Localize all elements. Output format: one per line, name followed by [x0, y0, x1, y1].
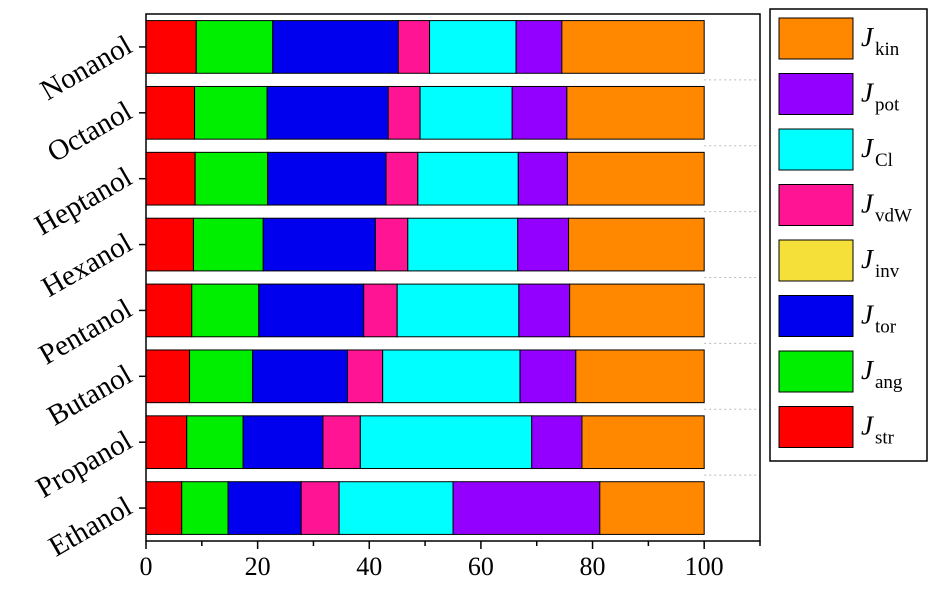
category-label: Nonanol: [35, 29, 137, 107]
x-axis: 0 20 40 60 80 100: [140, 541, 761, 581]
bar-segment-kin: [599, 481, 705, 535]
bar-segment-str: [145, 20, 197, 74]
legend-swatch-inv: [778, 239, 854, 282]
bar-segment-str: [145, 349, 191, 404]
bar-segment-tor: [272, 20, 399, 74]
bar-segment-cl: [429, 20, 517, 74]
bar-segment-cl: [359, 415, 533, 470]
bar-segment-pot: [519, 349, 577, 404]
legend-swatch-ang: [778, 350, 854, 393]
bar-segment-tor: [262, 217, 376, 272]
category-label: Ethanol: [43, 490, 137, 563]
x-tick-label: 100: [685, 552, 724, 581]
bar-segment-str: [145, 283, 193, 338]
y-axis: NonanolOctanolHeptanolHexanolPentanolBut…: [29, 29, 146, 563]
bar-segment-str: [145, 217, 194, 272]
legend-swatch-vdw: [778, 184, 854, 226]
bar-segment-vdw: [347, 349, 384, 404]
bar-segment-vdw: [385, 151, 419, 206]
bar-segment-vdw: [397, 20, 431, 74]
bar-segment-pot: [531, 415, 583, 470]
bar-segment-kin: [575, 349, 705, 404]
bar-segment-cl: [382, 349, 521, 404]
legend-swatch-tor: [778, 295, 854, 337]
x-tick-label: 80: [580, 552, 606, 581]
bar-segment-cl: [338, 481, 454, 535]
bar-segment-cl: [407, 217, 519, 272]
bar-segment-ang: [186, 415, 244, 470]
bar-segment-vdw: [300, 481, 340, 535]
category-label: Hexanol: [36, 227, 137, 304]
bars: [145, 20, 705, 535]
x-tick-label: 40: [356, 552, 382, 581]
bar-segment-tor: [266, 85, 389, 140]
bar-segment-str: [145, 481, 183, 535]
bar-segment-vdw: [363, 283, 398, 338]
bar-segment-pot: [517, 151, 568, 206]
bar-segment-cl: [417, 151, 519, 206]
gridlines: [704, 79, 760, 476]
bar-segment-ang: [194, 151, 269, 206]
bar-segment-kin: [561, 20, 705, 74]
bar-segment-pot: [515, 20, 563, 74]
legend-swatch-kin: [778, 17, 854, 60]
bar-segment-kin: [568, 217, 705, 272]
bar-segment-cl: [419, 85, 513, 140]
bar-segment-tor: [227, 481, 302, 535]
bar-segment-ang: [191, 283, 260, 338]
bar-segment-str: [145, 415, 188, 470]
legend-label-cl: J Cl: [861, 133, 893, 171]
legend-swatch-pot: [778, 73, 854, 115]
plot-frame: [145, 13, 761, 542]
bar-segment-kin: [566, 151, 705, 206]
bar-segment-pot: [518, 283, 571, 338]
legend-swatch-str: [778, 406, 854, 448]
bar-segment-vdw: [374, 217, 409, 272]
x-tick-label: 20: [245, 552, 271, 581]
bar-segment-pot: [511, 85, 568, 140]
bar-segment-kin: [569, 283, 705, 338]
bar-segment-pot: [517, 217, 570, 272]
bar-segment-tor: [258, 283, 365, 338]
x-tick-label: 0: [140, 552, 153, 581]
bar-segment-vdw: [322, 415, 361, 470]
category-label: Octanol: [42, 95, 138, 169]
bar-segment-ang: [194, 85, 268, 140]
bar-segment-kin: [566, 85, 705, 140]
bar-segment-ang: [181, 481, 229, 535]
legend-swatch-cl: [778, 128, 854, 171]
bar-segment-ang: [192, 217, 264, 272]
bar-segment-pot: [452, 481, 601, 535]
bar-segment-str: [145, 85, 196, 140]
bar-segment-tor: [252, 349, 349, 404]
bar-segment-vdw: [387, 85, 421, 140]
category-label: Butanol: [42, 359, 138, 433]
bar-segment-cl: [396, 283, 520, 338]
bar-segment-ang: [189, 349, 254, 404]
bar-segment-str: [145, 151, 196, 206]
x-tick-label: 60: [468, 552, 494, 581]
bar-segment-tor: [267, 151, 387, 206]
bar-segment-tor: [242, 415, 324, 470]
bar-segment-ang: [195, 20, 274, 74]
bar-segment-kin: [581, 415, 705, 470]
